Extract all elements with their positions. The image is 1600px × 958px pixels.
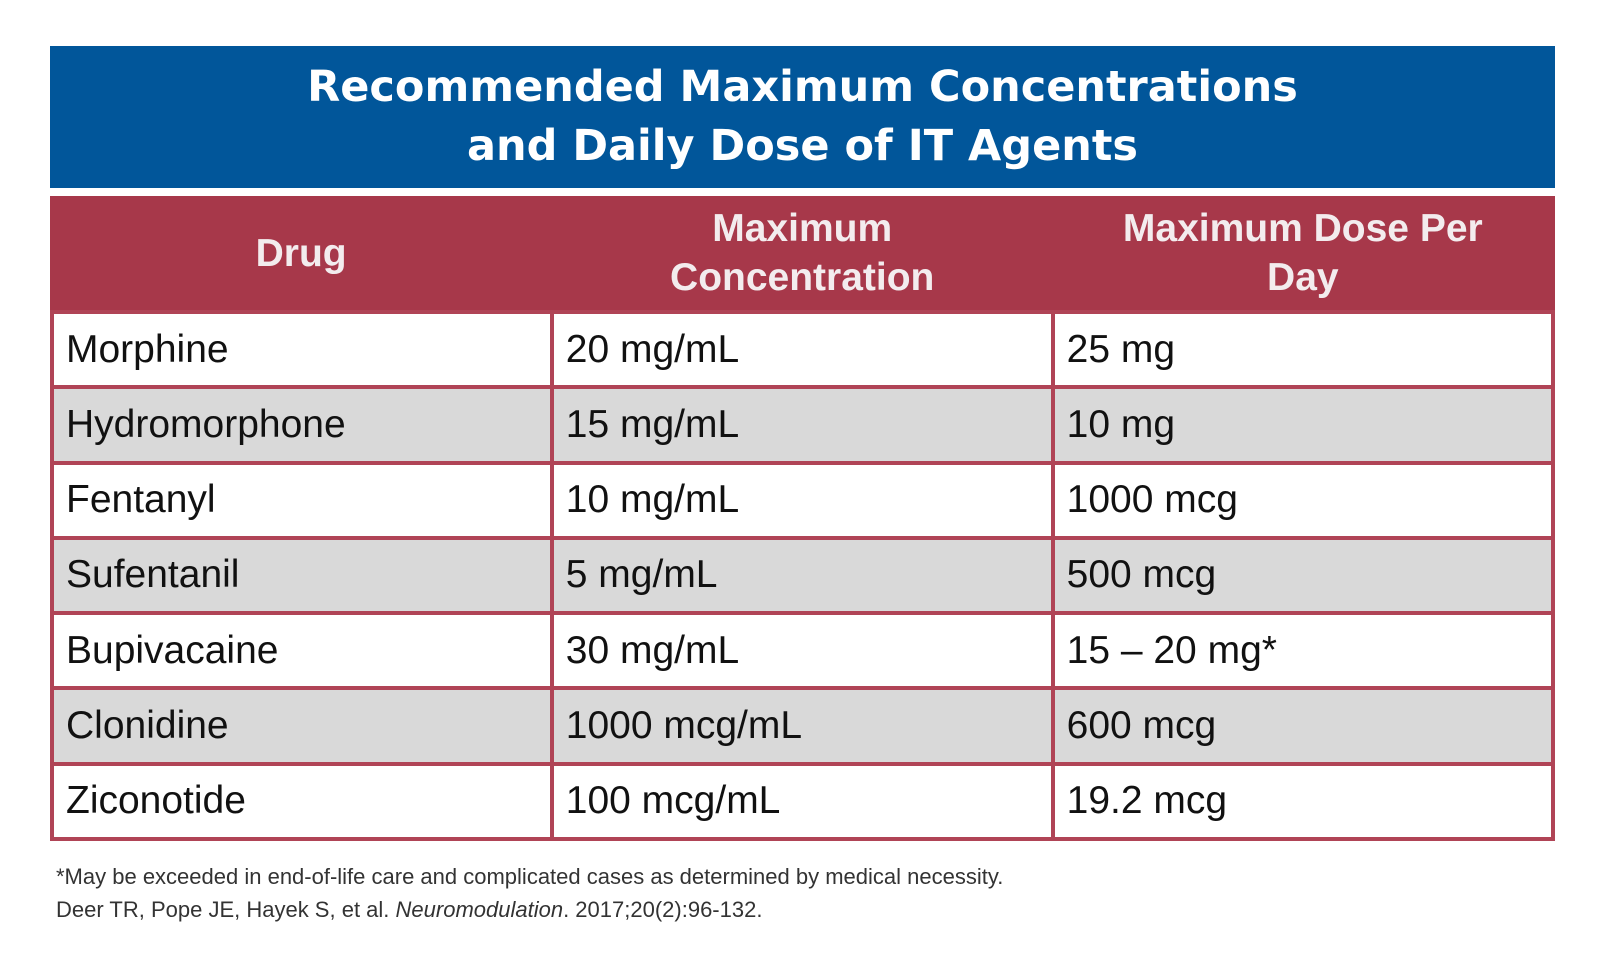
- cell-dose: 19.2 mcg: [1050, 761, 1556, 842]
- cell-concentration: 1000 mcg/mL: [549, 686, 1055, 766]
- table-row: Bupivacaine 30 mg/mL 15 – 20 mg*: [50, 611, 1556, 691]
- cell-drug: Hydromorphone: [50, 385, 554, 465]
- footnote-citation: Deer TR, Pope JE, Hayek S, et al. Neurom…: [56, 893, 1003, 926]
- cell-drug: Clonidine: [50, 686, 554, 766]
- header-concentration: Maximum Concentration: [551, 196, 1055, 312]
- dose-table: Drug Maximum Concentration Maximum Dose …: [50, 196, 1556, 842]
- cell-concentration: 100 mcg/mL: [549, 761, 1055, 842]
- header-concentration-line-1: Maximum: [712, 207, 893, 250]
- cell-dose: 15 – 20 mg*: [1050, 611, 1556, 691]
- table-row: Hydromorphone 15 mg/mL 10 mg: [50, 385, 1556, 465]
- citation-journal: Neuromodulation: [395, 897, 564, 922]
- citation-authors: Deer TR, Pope JE, Hayek S, et al.: [56, 897, 396, 922]
- table-row: Morphine 20 mg/mL 25 mg: [50, 309, 1556, 390]
- cell-drug: Sufentanil: [50, 535, 554, 616]
- cell-dose: 10 mg: [1050, 385, 1556, 465]
- cell-concentration: 10 mg/mL: [549, 460, 1055, 540]
- title-banner: Recommended Maximum Concentrations and D…: [50, 46, 1555, 188]
- header-dose-line-2: Day: [1267, 256, 1339, 299]
- citation-details: . 2017;20(2):96-132.: [563, 897, 763, 922]
- cell-drug: Fentanyl: [50, 460, 554, 540]
- header-drug-label: Drug: [255, 231, 347, 275]
- footnote: *May be exceeded in end-of-life care and…: [56, 860, 1003, 926]
- cell-dose: 500 mcg: [1050, 535, 1556, 616]
- cell-dose: 1000 mcg: [1050, 460, 1556, 540]
- table-row: Ziconotide 100 mcg/mL 19.2 mcg: [50, 761, 1556, 842]
- cell-concentration: 20 mg/mL: [549, 309, 1055, 390]
- cell-drug: Ziconotide: [50, 761, 554, 842]
- cell-concentration: 5 mg/mL: [549, 535, 1055, 616]
- title-line-1: Recommended Maximum Concentrations: [307, 62, 1298, 112]
- table-row: Clonidine 1000 mcg/mL 600 mcg: [50, 686, 1556, 766]
- footnote-note: *May be exceeded in end-of-life care and…: [56, 864, 1004, 889]
- title-line-2: and Daily Dose of IT Agents: [466, 121, 1139, 171]
- cell-drug: Morphine: [50, 309, 554, 390]
- header-dose-line-1: Maximum Dose Per: [1122, 207, 1483, 250]
- cell-concentration: 30 mg/mL: [549, 611, 1055, 691]
- table-header-row: Drug Maximum Concentration Maximum Dose …: [52, 196, 1555, 312]
- table-row: Sufentanil 5 mg/mL 500 mcg: [50, 535, 1556, 616]
- table-row: Fentanyl 10 mg/mL 1000 mcg: [50, 460, 1556, 540]
- cell-dose: 25 mg: [1050, 309, 1556, 390]
- header-dose: Maximum Dose Per Day: [1052, 196, 1555, 312]
- cell-dose: 600 mcg: [1050, 686, 1556, 766]
- cell-drug: Bupivacaine: [50, 611, 554, 691]
- header-concentration-line-2: Concentration: [670, 256, 935, 299]
- header-drug: Drug: [52, 196, 554, 312]
- dose-table-container: Drug Maximum Concentration Maximum Dose …: [50, 196, 1556, 842]
- cell-concentration: 15 mg/mL: [549, 385, 1055, 465]
